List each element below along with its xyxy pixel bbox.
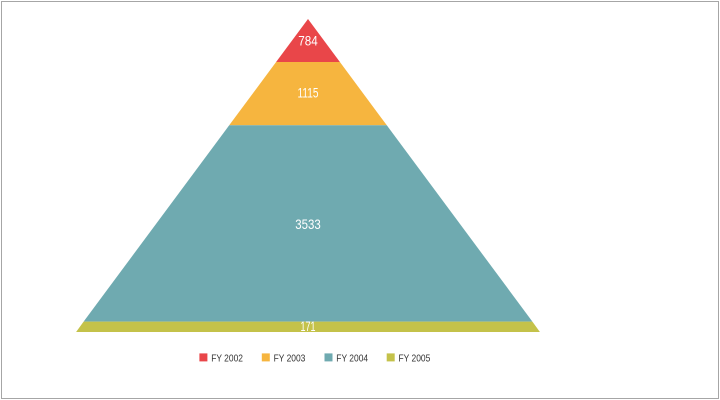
svg-text:171: 171 bbox=[301, 319, 316, 334]
svg-text:FY 2004: FY 2004 bbox=[336, 353, 368, 365]
svg-text:784: 784 bbox=[298, 33, 318, 48]
svg-text:FY 2005: FY 2005 bbox=[399, 353, 431, 365]
svg-text:3533: 3533 bbox=[295, 217, 321, 232]
svg-text:FY 2003: FY 2003 bbox=[274, 353, 306, 365]
svg-text:FY 2002: FY 2002 bbox=[211, 353, 243, 365]
svg-text:1115: 1115 bbox=[298, 86, 319, 101]
